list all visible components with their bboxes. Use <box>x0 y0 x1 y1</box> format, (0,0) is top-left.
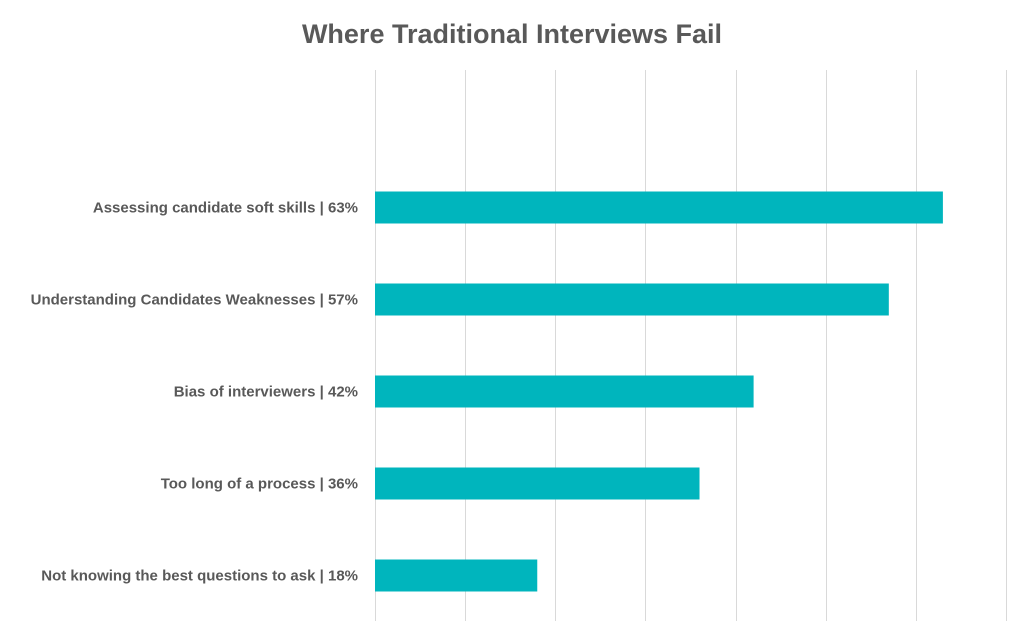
category-label-1: Assessing candidate soft skills | 63% <box>93 200 358 217</box>
category-label-2: Understanding Candidates Weaknesses | 57… <box>31 292 358 309</box>
bar-4 <box>375 467 700 500</box>
bar-5 <box>375 559 538 592</box>
chart-title: Where Traditional Interviews Fail <box>302 19 722 49</box>
category-label-3: Bias of interviewers | 42% <box>174 384 358 401</box>
bar-1 <box>375 191 943 224</box>
bars <box>375 191 943 592</box>
category-labels: Assessing candidate soft skills | 63% Und… <box>31 200 358 585</box>
gridlines <box>375 70 1007 621</box>
category-label-5: Not knowing the best questions to ask | … <box>41 568 358 585</box>
bar-2 <box>375 283 889 316</box>
bar-3 <box>375 375 754 408</box>
category-label-4: Too long of a process | 36% <box>161 476 358 493</box>
